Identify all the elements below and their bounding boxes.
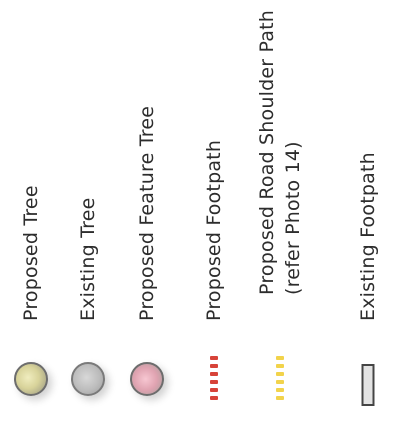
legend-label-existing-tree: Existing Tree <box>77 197 99 321</box>
legend-label-line1: Proposed Road Shoulder Path <box>256 9 278 295</box>
proposed-footpath-icon <box>210 356 218 404</box>
existing-tree-icon <box>71 362 105 396</box>
legend-item-existing-tree: Existing Tree <box>58 0 118 439</box>
proposed-tree-icon <box>14 362 48 396</box>
legend-item-proposed-footpath: Proposed Footpath <box>184 0 244 439</box>
legend-label-proposed-tree: Proposed Tree <box>20 185 42 321</box>
legend-label-proposed-footpath: Proposed Footpath <box>203 139 225 321</box>
proposed-feature-tree-icon <box>130 362 164 396</box>
legend-label-existing-footpath: Existing Footpath <box>357 152 379 321</box>
legend-label-proposed-feature-tree: Proposed Feature Tree <box>136 105 158 321</box>
legend-label-proposed-road-shoulder-path: Proposed Road Shoulder Path (refer Photo… <box>254 10 306 295</box>
proposed-road-shoulder-path-icon <box>276 356 284 404</box>
legend-item-proposed-feature-tree: Proposed Feature Tree <box>117 0 177 439</box>
existing-footpath-icon <box>361 364 375 406</box>
legend-label-line2: (refer Photo 14) <box>282 141 304 295</box>
legend-item-proposed-tree: Proposed Tree <box>1 0 61 439</box>
legend-item-proposed-road-shoulder-path: Proposed Road Shoulder Path (refer Photo… <box>250 0 310 439</box>
legend-item-existing-footpath: Existing Footpath <box>338 0 398 439</box>
